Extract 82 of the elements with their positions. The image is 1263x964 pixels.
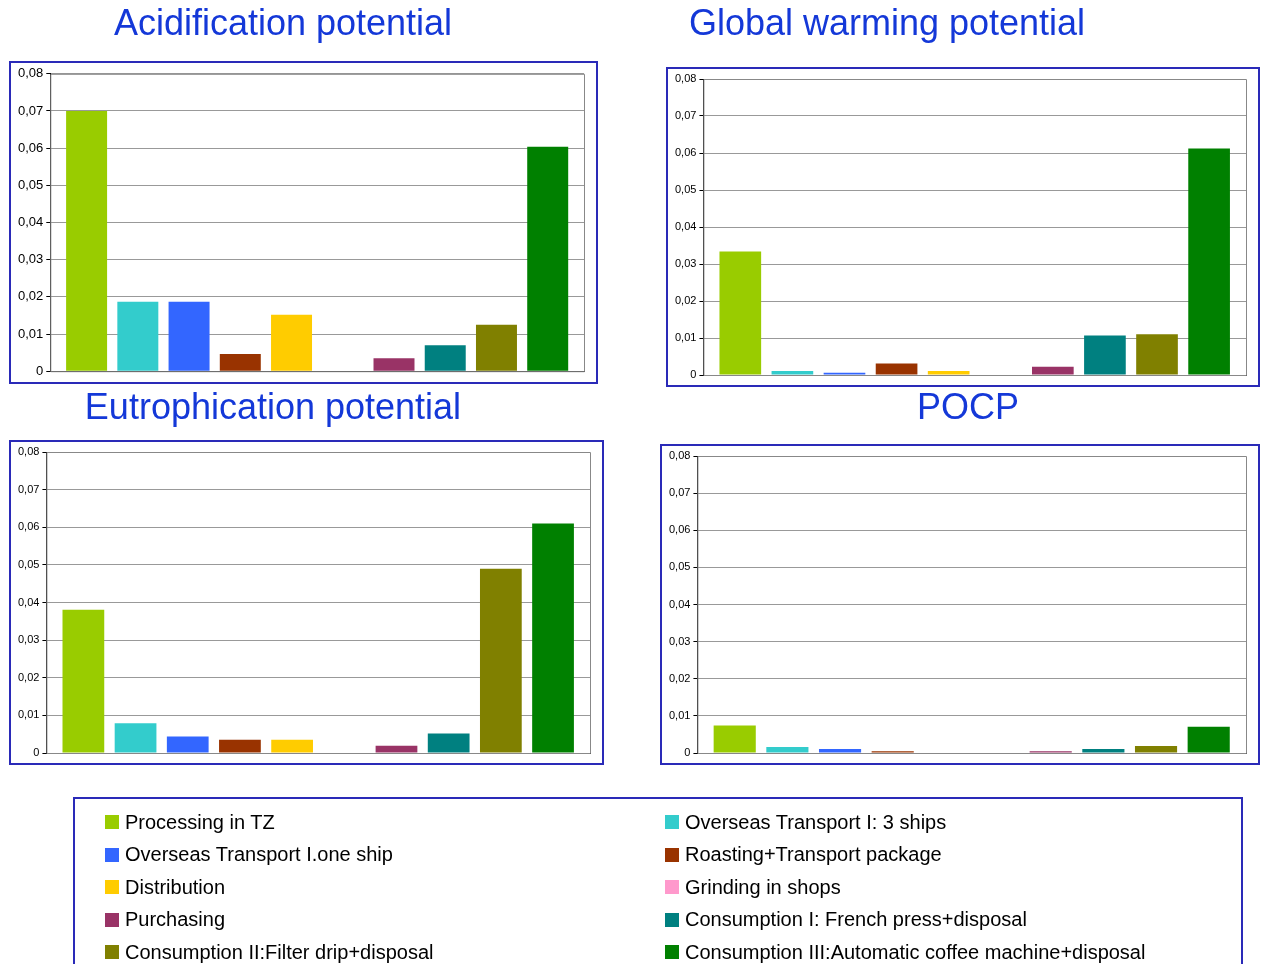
bar: [479, 568, 522, 753]
legend-label: Overseas Transport I.one ship: [125, 843, 393, 867]
y-tick-label: 0,06: [668, 523, 691, 536]
y-tick-label: 0,05: [17, 176, 44, 192]
y-tick-label: 0,08: [674, 72, 697, 85]
y-tick-label: 0,06: [674, 146, 697, 159]
legend-label: Overseas Transport I: 3 ships: [685, 810, 947, 834]
bar: [114, 723, 157, 753]
bar: [766, 747, 809, 753]
y-tick-label: 0,05: [17, 557, 40, 570]
y-tick-label: 0,02: [17, 288, 44, 304]
bar: [1082, 748, 1125, 753]
bar: [818, 748, 862, 753]
y-tick-label: 0,06: [17, 520, 40, 533]
bar: [1134, 745, 1178, 753]
y-tick-label: 0,03: [668, 634, 691, 647]
bar: [271, 314, 313, 371]
bar: [927, 370, 970, 375]
legend-label: Consumption I: French press+disposal: [685, 908, 1027, 932]
bar: [271, 739, 313, 753]
y-tick-label: 0,05: [674, 183, 697, 196]
bar: [713, 725, 756, 753]
bar: [1136, 334, 1178, 375]
bar: [1188, 148, 1230, 375]
bar: [719, 251, 762, 375]
y-tick-label: 0,02: [674, 294, 697, 307]
bar: [168, 301, 210, 371]
y-tick-label: 0,07: [17, 102, 44, 118]
y-tick-label: 0,01: [17, 708, 40, 721]
y-tick-label: 0,07: [668, 486, 691, 499]
legend-label: Purchasing: [125, 908, 226, 932]
y-tick-label: 0,04: [17, 595, 40, 608]
chart-title: Global warming potential: [687, 2, 1087, 44]
y-tick-label: 0,03: [674, 257, 697, 270]
y-tick-label: 0: [36, 362, 44, 378]
y-tick-label: 0,02: [668, 671, 691, 684]
y-tick-label: 0,06: [17, 139, 44, 155]
legend-label: Grinding in shops: [685, 875, 841, 899]
bar: [1032, 366, 1074, 375]
y-tick-label: 0,05: [668, 560, 691, 573]
y-tick-label: 0,03: [17, 633, 40, 646]
bar: [219, 354, 261, 371]
y-tick-label: 0,01: [668, 708, 691, 721]
y-tick-label: 0: [690, 368, 697, 381]
bar: [66, 110, 108, 371]
chart-title: Eutrophication potential: [83, 386, 463, 428]
bar: [475, 324, 517, 371]
y-tick-label: 0,07: [674, 109, 697, 122]
bar: [771, 370, 814, 375]
y-tick-label: 0,08: [17, 65, 44, 81]
bar: [532, 523, 574, 753]
y-tick-label: 0,04: [668, 597, 691, 610]
y-tick-label: 0,03: [17, 251, 44, 267]
bar: [1084, 335, 1126, 375]
y-tick-label: 0,08: [17, 445, 40, 458]
bar: [373, 358, 415, 371]
bar: [166, 736, 209, 753]
chart-title: Acidification potential: [112, 2, 454, 44]
legend-label: Processing in TZ: [125, 810, 275, 834]
bar: [427, 733, 470, 753]
y-tick-label: 0: [684, 746, 691, 759]
legend-label: Consumption II:Filter drip+disposal: [125, 940, 434, 964]
y-tick-label: 0,01: [674, 331, 697, 344]
legend-label: Distribution: [125, 875, 226, 899]
bar: [1187, 726, 1230, 753]
legend-label: Roasting+Transport package: [685, 843, 942, 867]
y-tick-label: 0,04: [17, 214, 44, 230]
bar: [424, 345, 466, 371]
chart-title: POCP: [916, 386, 1020, 428]
y-tick-label: 0,04: [674, 220, 697, 233]
bar: [62, 609, 105, 753]
y-tick-label: 0: [33, 746, 40, 759]
y-tick-label: 0,02: [17, 670, 40, 683]
bar: [875, 363, 918, 375]
legend-label: Consumption III:Automatic coffee machine+disposal: [685, 940, 1146, 964]
bar: [375, 745, 418, 753]
y-tick-label: 0,07: [17, 482, 40, 495]
bar: [527, 146, 569, 371]
y-tick-label: 0,08: [668, 449, 691, 462]
y-tick-label: 0,01: [17, 325, 44, 341]
bar: [117, 301, 159, 371]
bar: [219, 739, 261, 753]
